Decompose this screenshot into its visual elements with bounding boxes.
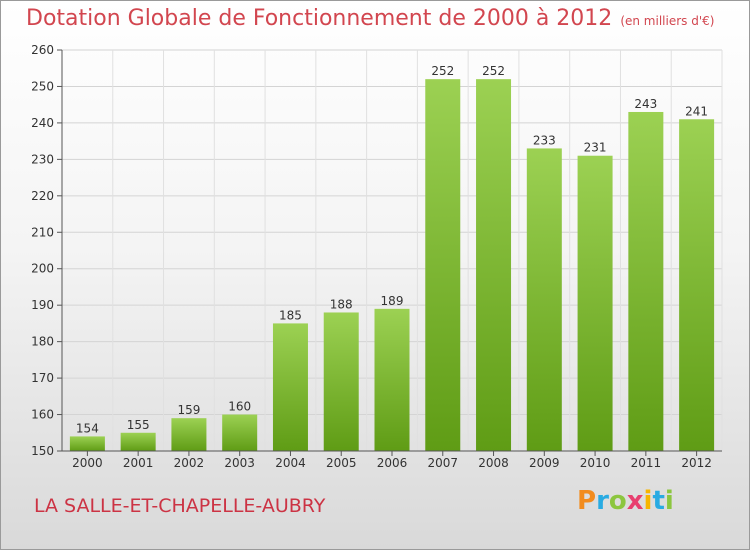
bar-2001 (120, 432, 156, 451)
x-tick-label: 2004 (275, 456, 306, 470)
data-label: 189 (381, 294, 404, 308)
data-label: 233 (533, 133, 556, 147)
logo-letter: P (577, 486, 597, 516)
logo-letter: i (664, 486, 674, 516)
x-tick-label: 2006 (377, 456, 408, 470)
y-tick-label: 240 (31, 116, 54, 130)
y-tick-label: 160 (31, 408, 54, 422)
bar-2006 (374, 308, 410, 451)
data-label: 155 (127, 418, 150, 432)
bar-2008 (476, 79, 512, 451)
y-tick-label: 180 (31, 335, 54, 349)
data-label: 252 (482, 64, 505, 78)
chart-title-text: Dotation Globale de Fonctionnement de 20… (26, 6, 613, 31)
data-label: 188 (330, 297, 353, 311)
y-tick-label: 150 (31, 444, 54, 458)
x-tick-label: 2005 (326, 456, 357, 470)
bar-2003 (222, 414, 258, 451)
x-tick-label: 2000 (72, 456, 103, 470)
bar-2010 (577, 155, 613, 451)
proxiti-logo[interactable]: Proxiti (577, 486, 674, 516)
bar-2005 (323, 312, 359, 451)
bar-2009 (526, 148, 562, 451)
bar-2002 (171, 418, 207, 451)
y-tick-label: 220 (31, 189, 54, 203)
bar-2012 (679, 119, 715, 451)
bar-2007 (425, 79, 461, 451)
x-tick-label: 2011 (631, 456, 662, 470)
bars: 154 155 159 160 185 188 189 252 252 233 231 243 241 (69, 64, 715, 452)
data-label: 241 (685, 104, 708, 118)
logo-letter: i (643, 486, 653, 516)
x-tick-label: 2007 (427, 456, 458, 470)
y-tick-label: 210 (31, 225, 54, 239)
unit-label: (en milliers d'€) (620, 14, 715, 28)
data-label: 159 (177, 403, 200, 417)
y-tick-label: 190 (31, 298, 54, 312)
bar-2011 (628, 111, 664, 452)
bar-2000 (69, 436, 105, 451)
x-tick-label: 2010 (580, 456, 611, 470)
logo-letter: t (652, 486, 665, 516)
data-label: 252 (431, 64, 454, 78)
y-tick-label: 260 (31, 43, 54, 57)
x-tick-label: 2008 (478, 456, 509, 470)
bar-2004 (272, 323, 308, 451)
y-tick-label: 170 (31, 371, 54, 385)
chart-title: Dotation Globale de Fonctionnement de 20… (26, 6, 714, 31)
x-tick-label: 2012 (681, 456, 712, 470)
data-label: 154 (76, 421, 99, 435)
x-tick-label: 2001 (123, 456, 154, 470)
x-tick-label: 2002 (174, 456, 205, 470)
logo-letter: x (626, 486, 644, 516)
y-tick-label: 230 (31, 152, 54, 166)
y-tick-label: 200 (31, 262, 54, 276)
y-tick-label: 250 (31, 79, 54, 93)
data-label: 185 (279, 308, 302, 322)
logo-letter: o (608, 486, 627, 516)
data-label: 231 (584, 141, 607, 155)
axes: 150 160 170 180 190 200 210 220 230 240 250 260 2000… (31, 43, 722, 470)
data-label: 160 (228, 400, 251, 414)
x-tick-label: 2003 (224, 456, 255, 470)
logo-letter: r (596, 486, 609, 516)
commune-name: LA SALLE-ET-CHAPELLE-AUBRY (34, 495, 326, 517)
data-label: 243 (634, 97, 657, 111)
x-tick-label: 2009 (529, 456, 560, 470)
